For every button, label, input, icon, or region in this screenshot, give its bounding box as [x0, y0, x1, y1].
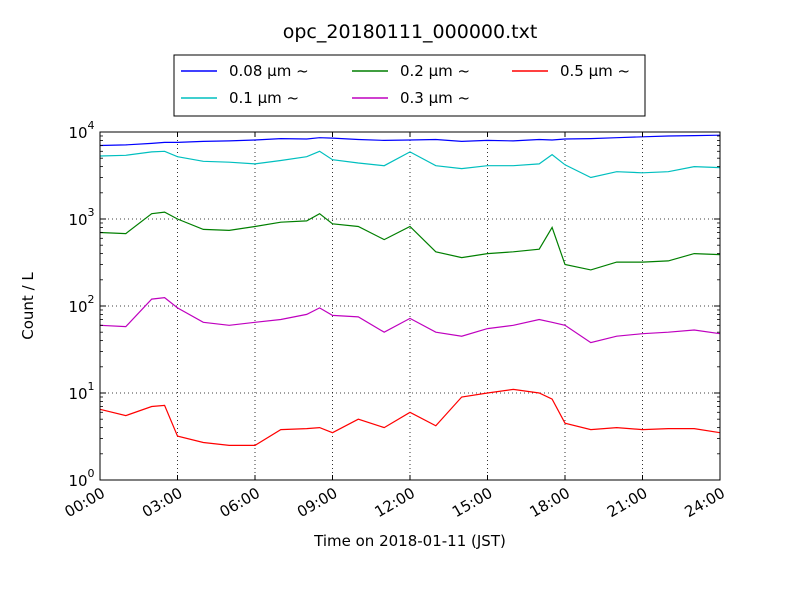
series-line-2 [99, 211, 721, 271]
legend-entry-label: 0.2 μm ~ [400, 62, 470, 80]
series-line-0 [99, 134, 721, 147]
legend-entry-label: 0.1 μm ~ [229, 89, 299, 107]
series-line-4 [99, 388, 721, 446]
y-tick-label: 10 [68, 385, 87, 403]
y-tick-label: 10 [68, 211, 87, 229]
y-tick-exponent: 4 [88, 119, 95, 132]
legend: 0.08 μm ~ 0.1 μm ~ 0.2 μm ~ 0.3 μm ~ 0.5 μm … [173, 54, 646, 117]
y-tick-label: 10 [68, 298, 87, 316]
grid-lines [100, 132, 720, 480]
chart-title: opc_20180111_000000.txt [283, 21, 538, 43]
series-line-1 [99, 150, 721, 179]
y-tick-exponent: 1 [88, 380, 95, 393]
y-tick-label: 10 [68, 124, 87, 142]
axis-ticks [99, 131, 721, 481]
x-axis-label: Time on 2018-01-11 (JST) [313, 532, 506, 550]
series-line-3 [99, 296, 721, 344]
y-tick-label: 10 [68, 472, 87, 490]
series-lines [99, 134, 721, 446]
y-axis-label: Count / L [19, 272, 37, 340]
y-tick-exponent: 3 [88, 206, 95, 219]
legend-entry-label: 0.3 μm ~ [400, 89, 470, 107]
y-tick-exponent: 0 [88, 467, 95, 480]
legend-frame [173, 54, 646, 117]
y-tick-exponent: 2 [88, 293, 95, 306]
legend-entry-label: 0.08 μm ~ [229, 62, 309, 80]
legend-entry-label: 0.5 μm ~ [560, 62, 630, 80]
